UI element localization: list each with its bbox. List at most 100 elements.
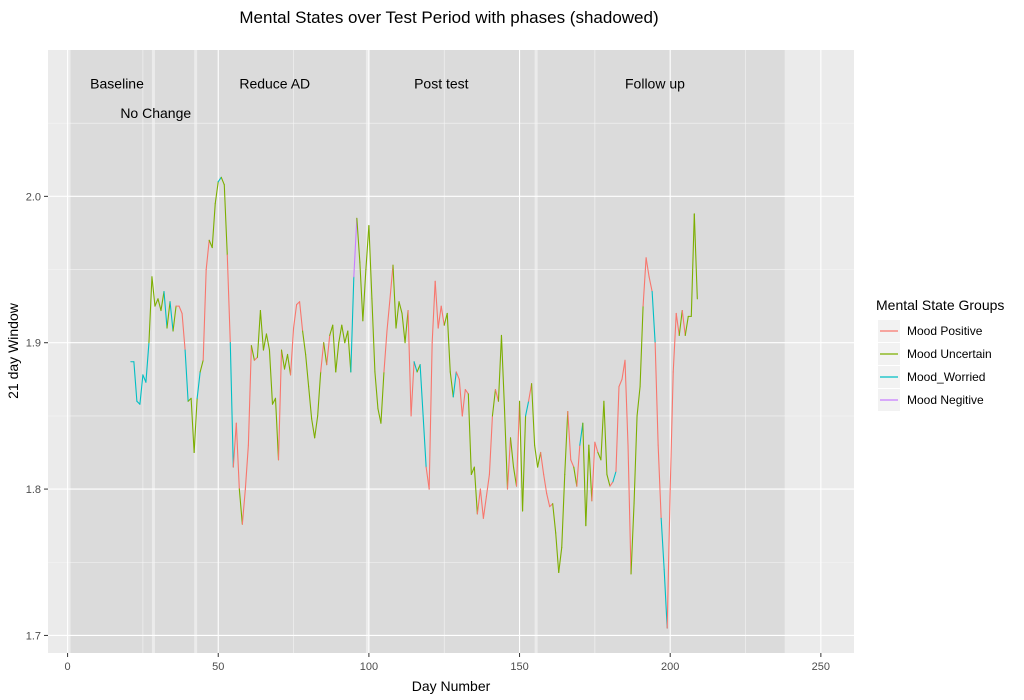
line-segment <box>630 503 635 575</box>
line-segment <box>422 415 427 468</box>
line-segment <box>437 305 442 329</box>
line-segment <box>503 408 509 490</box>
line-segment <box>139 374 144 405</box>
line-segment <box>347 330 352 373</box>
line-segment <box>645 257 650 278</box>
line-segment <box>356 217 361 263</box>
legend-entry: Mood Positive <box>878 320 983 342</box>
line-segment <box>428 342 433 490</box>
line-segment <box>169 301 174 332</box>
line-segment <box>268 349 274 405</box>
legend-label: Mood Uncertain <box>907 347 992 361</box>
line-segment <box>467 393 472 475</box>
line-segment <box>181 312 186 351</box>
line-segment <box>651 290 656 344</box>
phase-band-1 <box>154 50 195 653</box>
legend-label: Mood Negitive <box>907 393 984 407</box>
line-segment <box>591 441 596 502</box>
line-segment <box>199 359 204 373</box>
legend-label: Mood Positive <box>907 324 983 338</box>
line-segment <box>458 378 463 417</box>
line-segment <box>223 184 228 256</box>
line-segment <box>305 353 310 388</box>
line-segment <box>256 309 261 358</box>
line-segment <box>624 359 629 446</box>
line-segment <box>196 371 201 399</box>
line-segment <box>395 301 400 329</box>
line-segment <box>274 397 280 461</box>
line-segment <box>684 315 689 336</box>
line-segment <box>461 389 466 417</box>
line-segment <box>332 324 337 373</box>
y-axis-title: 21 day Window <box>5 302 21 399</box>
line-segment <box>262 333 267 351</box>
line-segment <box>286 353 292 376</box>
line-segment <box>392 264 397 329</box>
grid-lines <box>48 50 854 653</box>
x-axis: 0 50 100 150 200 250 <box>65 653 830 673</box>
line-segment <box>648 276 653 293</box>
phase-label: Baseline <box>90 76 144 92</box>
line-segment <box>558 547 563 574</box>
line-segment <box>205 239 210 271</box>
line-segment <box>166 301 171 329</box>
line-segment <box>202 268 207 361</box>
line-segment <box>491 389 496 417</box>
line-segment <box>693 213 698 300</box>
line-segment <box>341 324 346 344</box>
line-segment <box>570 459 575 468</box>
line-segment <box>283 353 289 370</box>
line-segment <box>597 451 602 461</box>
line-segment <box>154 298 159 307</box>
line-segment <box>660 517 665 571</box>
line-segment <box>317 371 322 417</box>
line-segment <box>410 361 415 417</box>
line-segment <box>485 473 490 497</box>
line-segment <box>425 466 430 490</box>
line-segment <box>627 444 632 575</box>
line-segment <box>621 359 626 380</box>
line-segment <box>335 342 340 373</box>
legend-label: Mood_Worried <box>907 370 985 384</box>
line-segment <box>416 364 421 373</box>
y-axis: 1.7 1.8 1.9 2.0 <box>26 191 48 642</box>
line-segment <box>353 217 358 278</box>
line-segment <box>431 280 436 344</box>
line-segment <box>211 203 216 249</box>
line-segment <box>226 254 231 344</box>
line-segment <box>259 309 264 351</box>
line-segment <box>636 386 641 417</box>
x-tick-label: 0 <box>65 661 71 673</box>
y-tick-label: 1.9 <box>26 338 41 350</box>
line-segment <box>540 451 545 475</box>
line-segment <box>368 225 373 300</box>
line-segment <box>326 334 331 366</box>
line-segment <box>579 422 584 446</box>
line-segment <box>133 361 138 402</box>
line-segment <box>172 305 177 332</box>
legend-entry: Mood Negitive <box>878 389 984 411</box>
line-segment <box>512 466 518 487</box>
line-segment <box>573 466 578 487</box>
line-segment <box>229 342 234 468</box>
line-segment <box>232 422 237 468</box>
line-segment <box>476 488 481 515</box>
line-segment <box>585 444 590 527</box>
line-segment <box>443 312 448 326</box>
line-segment <box>666 488 671 629</box>
legend-title: Mental State Groups <box>876 297 1004 313</box>
line-segment <box>678 309 683 336</box>
line-segment <box>145 342 150 383</box>
line-segment <box>509 437 515 468</box>
line-segment <box>555 532 560 574</box>
line-segment <box>606 473 611 487</box>
line-segment <box>561 473 566 549</box>
line-segment <box>528 383 533 402</box>
line-segment <box>359 261 364 322</box>
line-segment <box>374 371 379 410</box>
line-segment <box>488 415 493 475</box>
line-segment <box>214 181 219 205</box>
legend-entry: Mood_Worried <box>878 366 985 388</box>
line-segment <box>277 349 283 461</box>
